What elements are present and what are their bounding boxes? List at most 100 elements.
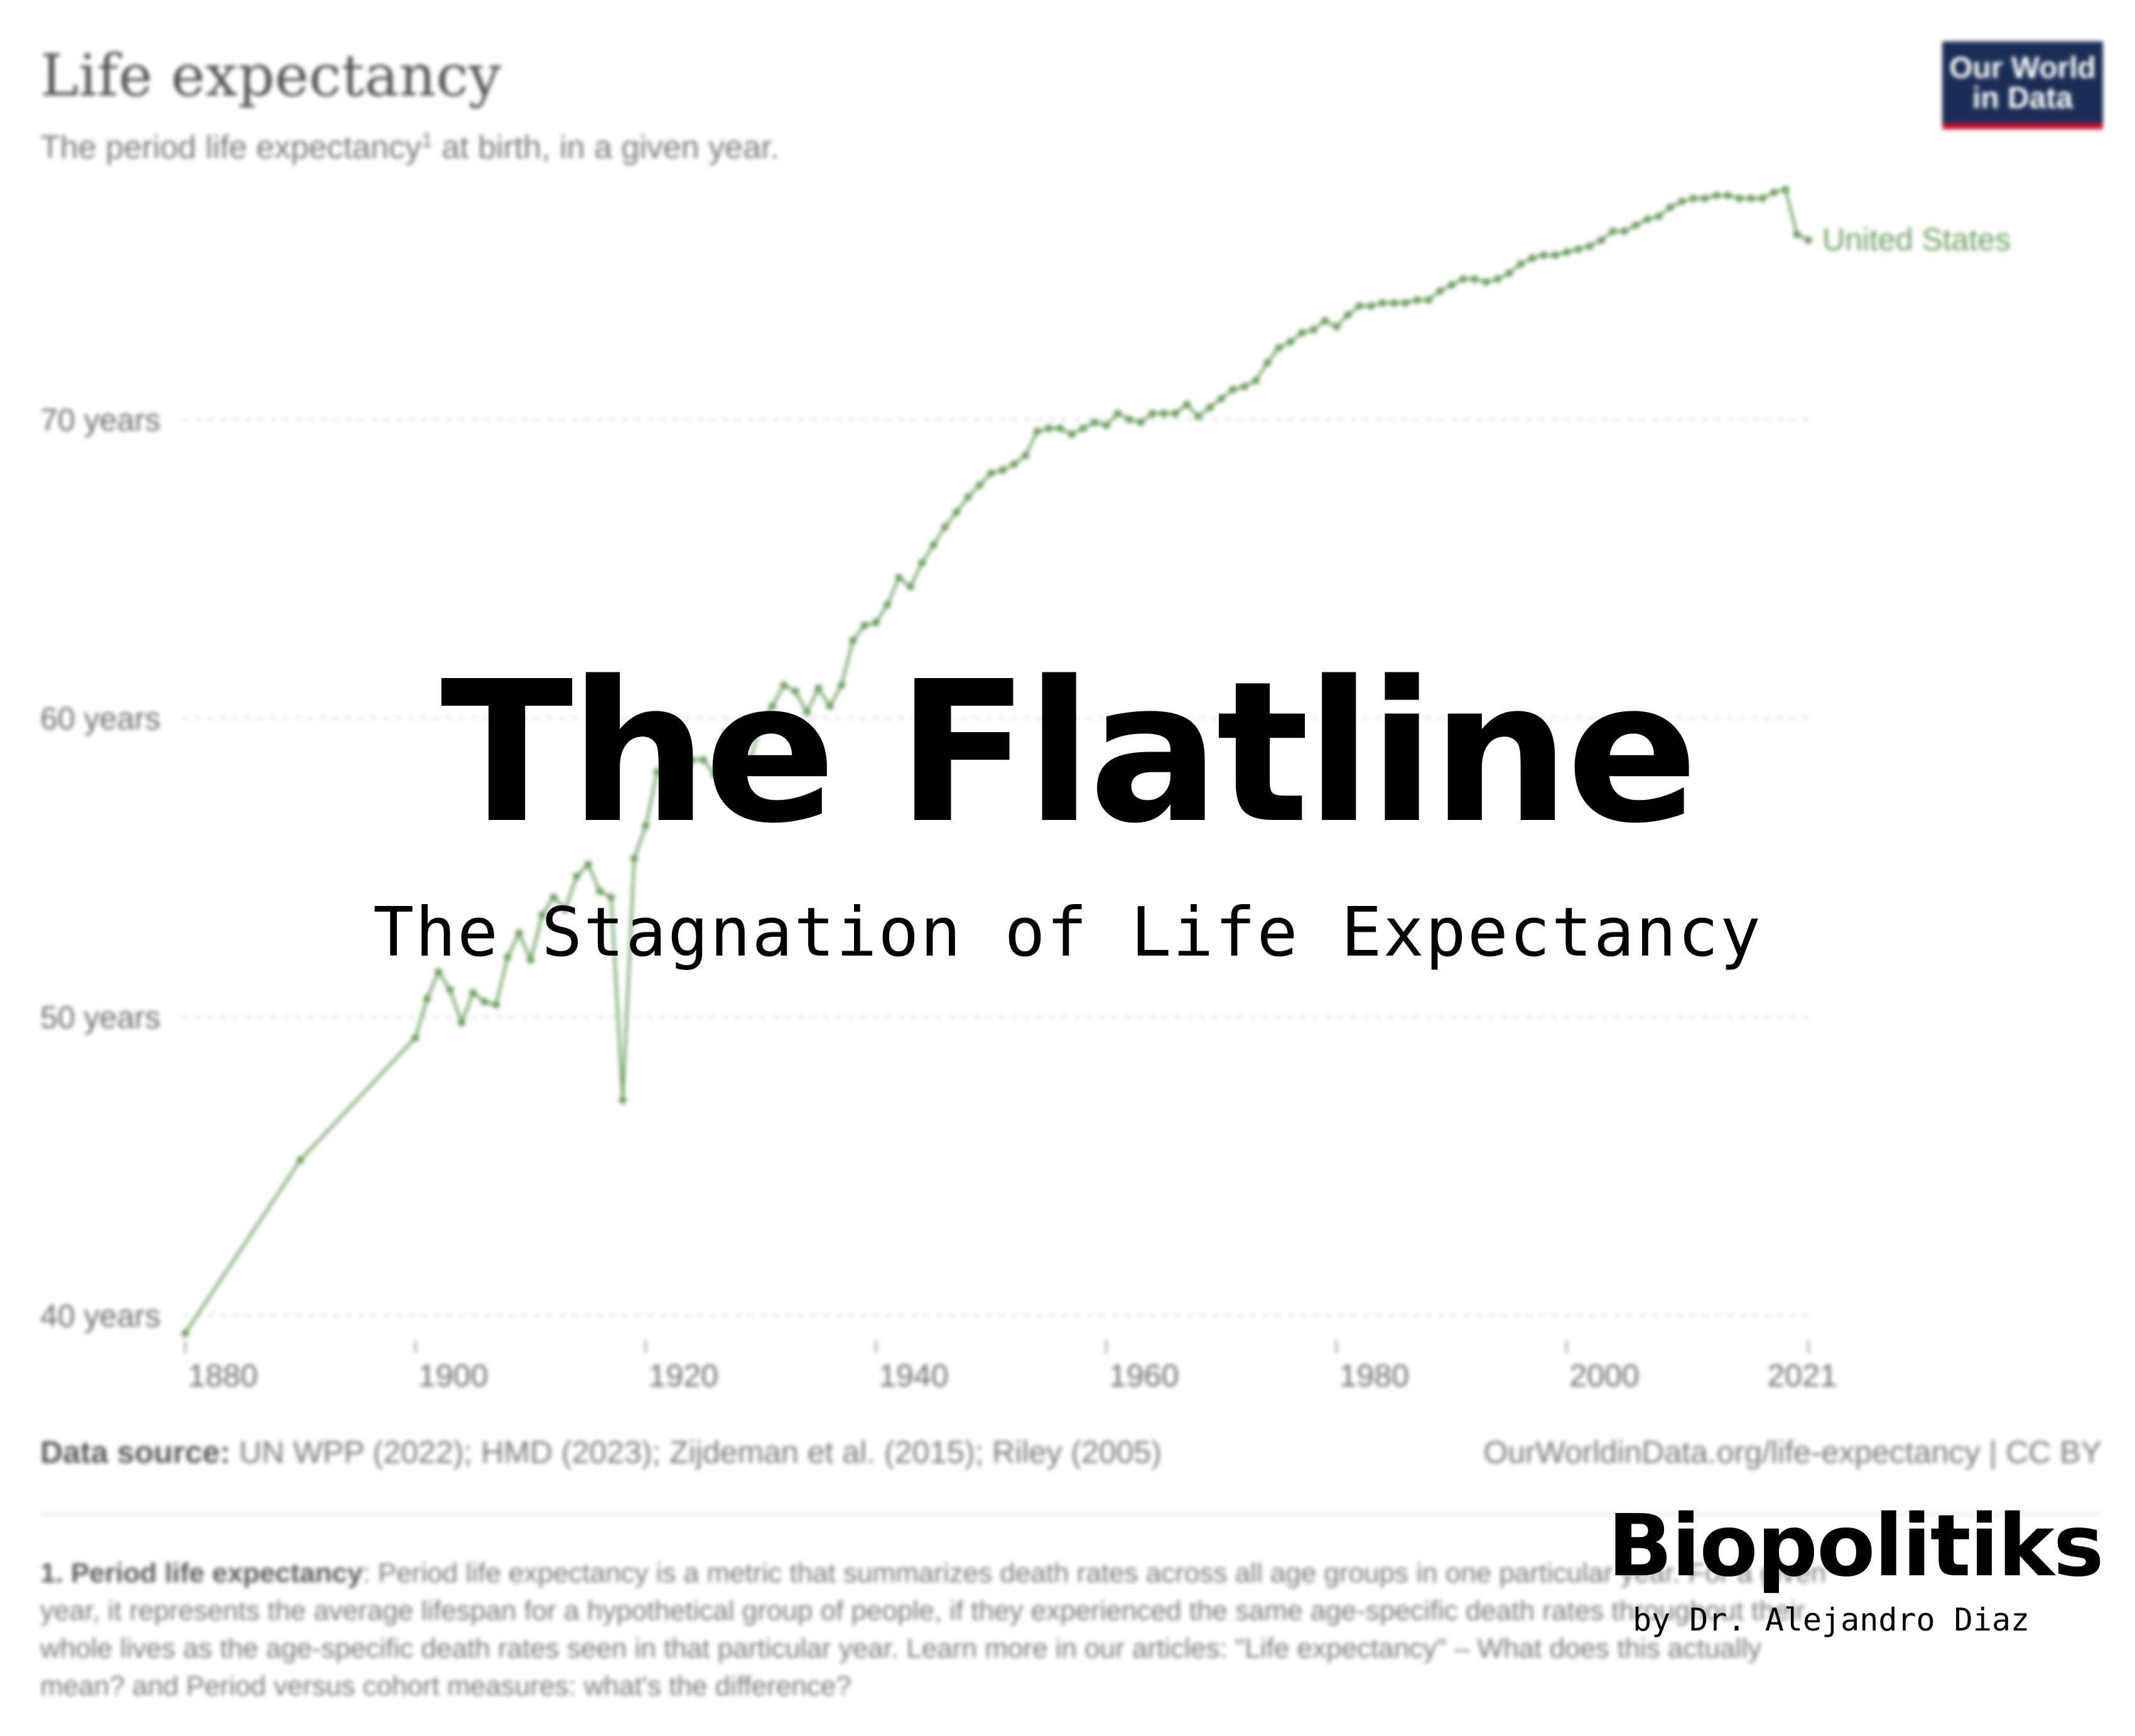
data-point — [642, 821, 650, 829]
data-point — [688, 756, 696, 764]
source-url: OurWorldinData.org/life-expectancy | CC … — [1483, 1435, 2102, 1470]
data-point — [492, 1001, 500, 1009]
data-point — [1494, 275, 1501, 283]
data-point — [1149, 409, 1156, 418]
data-point — [1747, 195, 1755, 203]
data-point — [619, 1096, 627, 1104]
author-byline: by Dr. Alejandro Diaz — [1633, 1602, 2030, 1638]
x-tick-label: 1920 — [649, 1358, 718, 1393]
data-point — [181, 1329, 189, 1337]
data-point — [803, 708, 811, 716]
data-point — [1758, 195, 1766, 203]
data-point — [895, 574, 903, 582]
x-tick-label: 1900 — [418, 1358, 488, 1393]
data-point — [1263, 359, 1272, 367]
data-point — [1102, 421, 1110, 429]
data-point — [745, 759, 754, 767]
data-point — [1597, 236, 1605, 244]
data-point — [1045, 424, 1052, 433]
data-point — [711, 771, 719, 779]
x-tick-label: 2000 — [1569, 1358, 1639, 1393]
data-point — [1010, 460, 1018, 468]
data-point — [1678, 197, 1686, 205]
x-tick-label: 2021 — [1767, 1358, 1837, 1393]
data-point — [1655, 212, 1663, 220]
data-point — [1425, 296, 1432, 304]
data-point — [1447, 281, 1456, 289]
subheadline: The Stagnation of Life Expectancy — [373, 893, 1762, 972]
data-point — [953, 508, 961, 516]
owid-logo-stripe — [1942, 123, 2103, 129]
data-point — [826, 702, 834, 710]
x-axis-tick-labels: 1880 1900 1920 1940 1960 1980 2000 2021 — [184, 1340, 1837, 1393]
data-point — [1563, 248, 1570, 256]
data-point — [1620, 227, 1628, 235]
data-point — [1309, 326, 1317, 334]
data-point — [1056, 424, 1064, 433]
data-point — [1574, 245, 1582, 253]
data-point — [1482, 278, 1490, 286]
data-point — [1586, 242, 1594, 251]
data-point — [1459, 275, 1467, 283]
data-point — [757, 720, 765, 728]
data-point — [1793, 230, 1801, 239]
data-point — [1171, 409, 1179, 418]
series-line-united-states — [184, 188, 1809, 1334]
footnote-line-2: year, it represents the average lifespan… — [40, 1595, 1805, 1626]
series-label: United States — [1822, 222, 2011, 257]
data-point — [1194, 412, 1203, 421]
data-point — [1540, 251, 1548, 259]
data-point — [941, 523, 949, 531]
data-point — [1689, 195, 1697, 203]
data-point — [1344, 311, 1352, 319]
data-point — [1724, 191, 1732, 200]
data-point — [1160, 409, 1168, 418]
headline: The Flatline — [440, 640, 1698, 866]
data-point — [1240, 382, 1248, 391]
x-tick-label: 1940 — [878, 1358, 948, 1393]
data-point — [423, 995, 431, 1003]
data-point — [1321, 317, 1329, 325]
data-point — [1125, 416, 1133, 423]
data-point — [1551, 251, 1559, 259]
data-point — [700, 756, 707, 764]
data-point — [446, 986, 454, 994]
data-point — [1275, 343, 1283, 352]
data-point — [1505, 269, 1513, 277]
data-point — [1643, 215, 1651, 224]
data-point — [1413, 296, 1421, 304]
data-point — [838, 681, 845, 689]
data-point — [1436, 287, 1444, 295]
data-point — [538, 911, 546, 919]
data-point — [849, 636, 857, 644]
data-point — [1287, 338, 1294, 346]
chart-series: United States — [181, 185, 2011, 1337]
data-point — [998, 466, 1007, 474]
y-tick-label: 70 years — [40, 402, 161, 438]
data-point — [918, 559, 926, 567]
owid-logo: Our World in Data — [1942, 41, 2103, 129]
data-point — [907, 583, 914, 591]
data-point — [1183, 401, 1191, 409]
data-point — [1252, 377, 1260, 385]
footnote-line-4: mean? and Period versus cohort measures:… — [40, 1671, 851, 1701]
data-point — [458, 1018, 465, 1027]
data-point — [1137, 418, 1145, 426]
y-tick-label: 60 years — [40, 701, 161, 736]
brand-name: Biopolitiks — [1608, 1497, 2104, 1596]
data-point — [411, 1033, 419, 1042]
data-point — [676, 785, 684, 794]
data-point — [860, 622, 868, 630]
x-tick-label: 1960 — [1109, 1358, 1179, 1393]
footnote-line-1: 1. Period life expectancy: Period life e… — [40, 1558, 1826, 1588]
data-point — [504, 953, 512, 961]
data-point — [515, 929, 523, 937]
data-point — [1114, 409, 1122, 418]
data-point — [1781, 185, 1790, 193]
data-point — [1471, 275, 1479, 283]
data-point — [791, 687, 799, 695]
data-point — [1805, 236, 1812, 244]
